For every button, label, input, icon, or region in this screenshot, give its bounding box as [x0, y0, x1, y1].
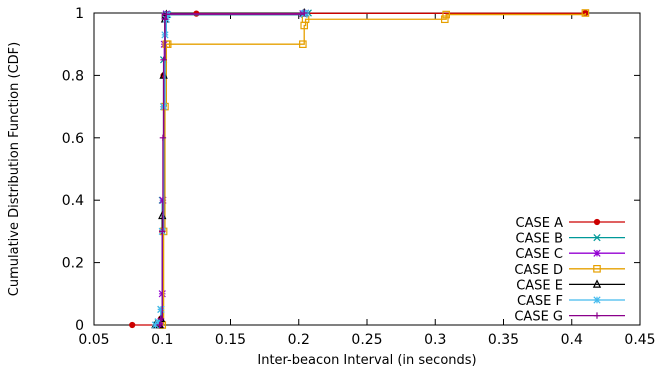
- data-point: [154, 318, 162, 326]
- x-tick-label: 0.05: [78, 332, 109, 348]
- data-point: [581, 9, 590, 17]
- data-point: [441, 15, 449, 24]
- y-tick-label: 0.2: [62, 256, 84, 272]
- y-tick-label: 0.8: [62, 68, 84, 84]
- x-tick-label: 0.2: [288, 332, 310, 348]
- legend-marker: [593, 249, 601, 257]
- legend-marker: [593, 233, 601, 242]
- x-axis-label: Inter-beacon Interval (in seconds): [257, 353, 476, 368]
- legend-entry: CASE D: [514, 263, 625, 278]
- legend-label: CASE F: [517, 294, 563, 309]
- x-tick-label: 0.25: [351, 332, 382, 348]
- legend-label: CASE E: [516, 278, 563, 293]
- series-2: [153, 9, 312, 329]
- data-point: [161, 16, 169, 23]
- legend-label: CASE A: [516, 216, 564, 231]
- series-layer: [129, 7, 590, 329]
- series-line: [160, 12, 307, 326]
- data-point: [159, 228, 166, 235]
- y-axis-ticks: 0 0.2 0.4 0.6 0.8 1: [62, 6, 640, 334]
- series-7: [156, 9, 308, 329]
- series-5: [151, 7, 309, 329]
- series-3: [157, 9, 310, 329]
- y-axis-label: Cumulative Distribution Function (CDF): [7, 42, 22, 296]
- legend-marker: [593, 218, 601, 226]
- x-tick-label: 0.45: [624, 332, 655, 348]
- legend-marker: [593, 312, 601, 319]
- legend-label: CASE D: [514, 263, 563, 278]
- legend-marker: [593, 296, 601, 304]
- series-line: [159, 13, 305, 326]
- legend-label: CASE G: [514, 310, 563, 325]
- data-point: [159, 134, 167, 141]
- data-point: [157, 305, 165, 314]
- data-point: [299, 40, 307, 49]
- y-tick-label: 1: [75, 6, 84, 22]
- y-tick-label: 0: [75, 318, 84, 334]
- data-point: [156, 321, 163, 329]
- legend-marker: [593, 265, 601, 273]
- x-tick-label: 0.35: [488, 332, 519, 348]
- legend-entry: CASE C: [515, 247, 625, 262]
- series-6: [151, 9, 310, 329]
- legend-entry: CASE G: [514, 310, 625, 325]
- legend-entry: CASE F: [517, 294, 625, 309]
- y-tick-label: 0.4: [62, 193, 84, 209]
- data-point: [129, 321, 136, 329]
- series-line: [155, 13, 305, 326]
- x-tick-label: 0.3: [424, 332, 446, 348]
- data-point: [301, 9, 308, 17]
- x-tick-label: 0.1: [151, 332, 173, 348]
- legend-entry: CASE E: [516, 278, 625, 293]
- data-point: [163, 11, 170, 18]
- data-point: [160, 56, 167, 63]
- x-axis-ticks: 0.05 0.1 0.15 0.2 0.25 0.3 0.35 0.4 0.45: [78, 13, 656, 348]
- series-line: [156, 12, 309, 326]
- data-point: [442, 10, 450, 19]
- legend-label: CASE C: [515, 247, 563, 262]
- y-tick-label: 0.6: [62, 131, 84, 147]
- legend-entry: CASE B: [516, 232, 625, 247]
- legend-entry: CASE A: [516, 216, 625, 231]
- data-point: [157, 315, 165, 322]
- x-tick-label: 0.15: [215, 332, 246, 348]
- legend-label: CASE B: [516, 232, 564, 247]
- legend-marker: [592, 279, 602, 288]
- x-tick-label: 0.4: [561, 332, 583, 348]
- series-line: [155, 12, 307, 326]
